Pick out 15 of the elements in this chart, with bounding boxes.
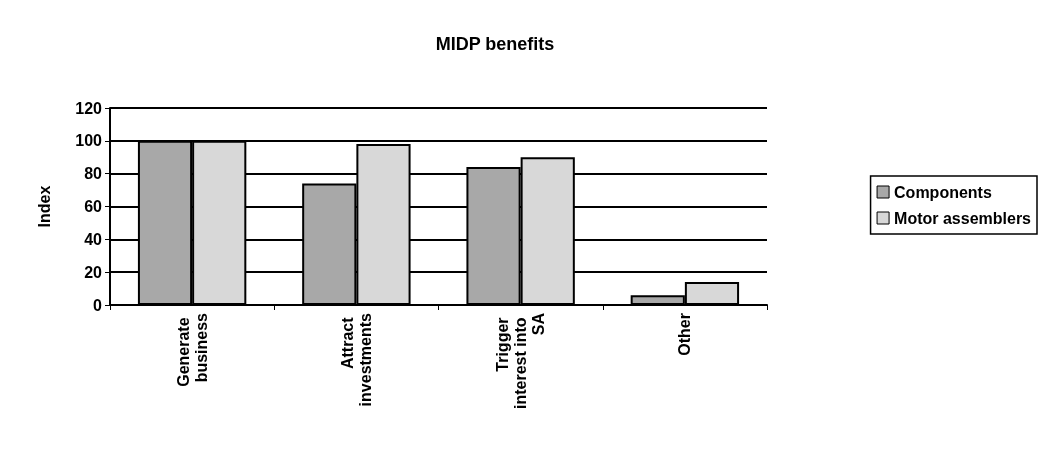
x-tick-label: Attract investments — [338, 312, 374, 407]
y-tick-label: 60 — [84, 198, 103, 215]
y-axis-title: Index — [35, 185, 53, 228]
y-tick-label: 0 — [93, 296, 103, 314]
y-tick-label: 120 — [75, 99, 103, 117]
chart-title: MIDP benefits — [435, 34, 555, 54]
y-tick-label: 20 — [84, 263, 103, 281]
x-tick-label: Other — [676, 313, 694, 356]
y-tick-label: 100 — [75, 132, 103, 150]
legend-label: Motor assemblers — [894, 209, 1032, 227]
legend-label: Components — [894, 183, 992, 201]
y-tick-label: 80 — [84, 165, 103, 183]
x-tick-label: Trigger interest into SA — [494, 312, 548, 410]
y-tick-label: 40 — [84, 230, 103, 248]
x-tick-label: Generate business — [174, 312, 210, 387]
